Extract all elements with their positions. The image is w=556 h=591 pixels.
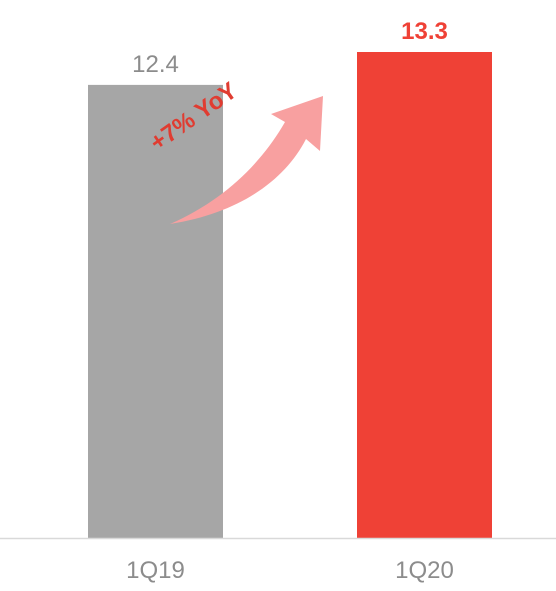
labels-layer: 12.4 1Q19 13.3 1Q20 [126, 18, 454, 584]
bar-1q20 [357, 52, 492, 538]
value-label-1q19: 12.4 [132, 51, 179, 78]
x-tick-label-1q20: 1Q20 [395, 557, 454, 584]
value-label-1q20: 13.3 [401, 18, 448, 45]
bar-1q19 [88, 84, 223, 539]
curved-up-right-arrow-icon [170, 96, 323, 224]
x-tick-label-1q19: 1Q19 [126, 557, 185, 584]
bars-layer [88, 52, 492, 539]
